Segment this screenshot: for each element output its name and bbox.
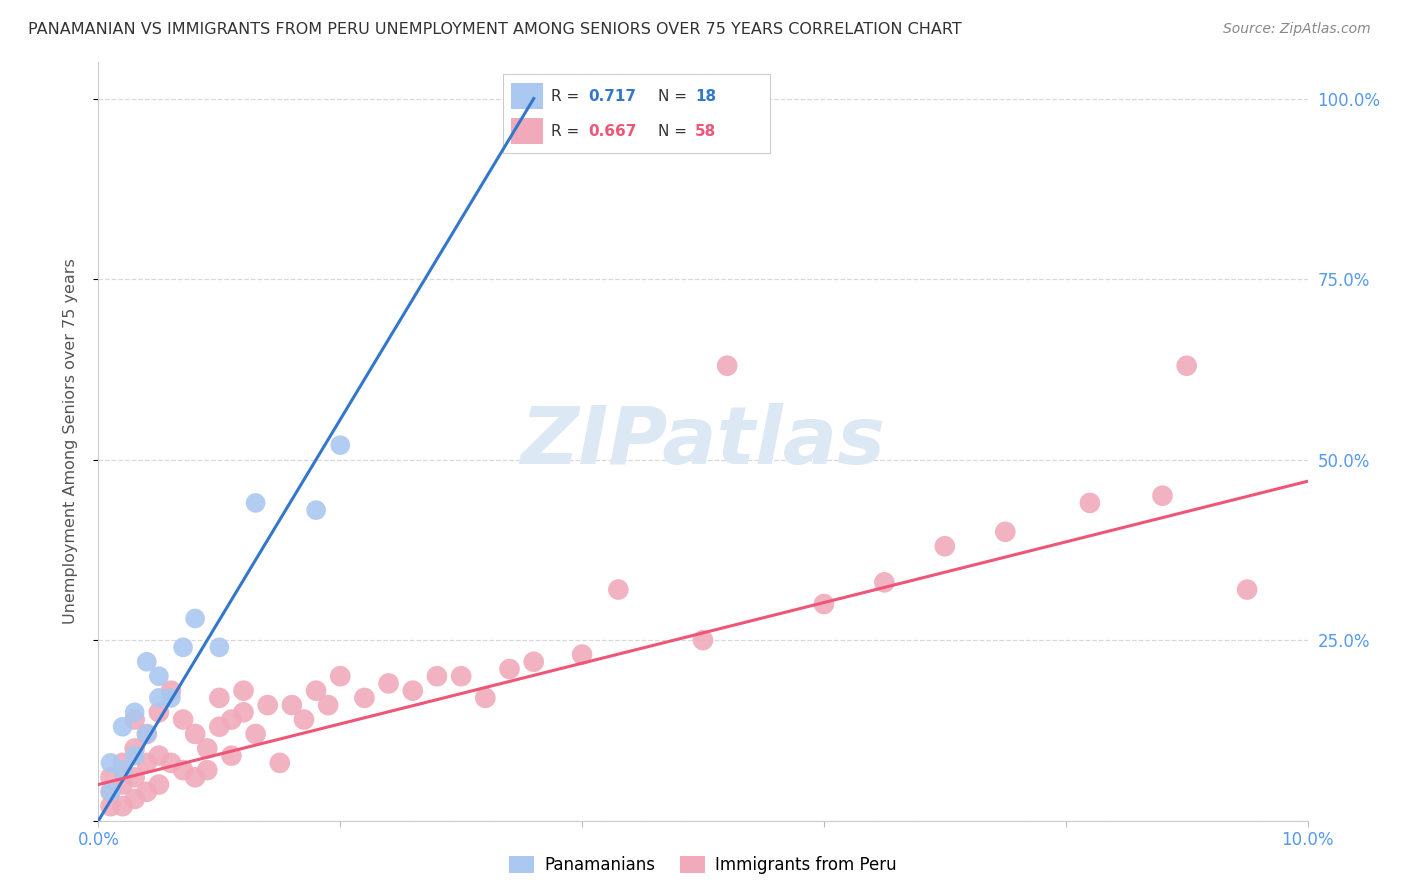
Point bbox=[474, 690, 496, 705]
Point bbox=[124, 741, 146, 756]
Point bbox=[124, 792, 146, 806]
Point bbox=[135, 727, 157, 741]
Point bbox=[100, 799, 122, 814]
Point bbox=[135, 756, 157, 770]
Point bbox=[195, 741, 218, 756]
Point bbox=[305, 683, 328, 698]
Point bbox=[1078, 496, 1101, 510]
Point bbox=[124, 770, 146, 784]
Point bbox=[135, 655, 157, 669]
Point bbox=[426, 669, 449, 683]
Point bbox=[100, 785, 122, 799]
Point bbox=[692, 633, 714, 648]
Point bbox=[100, 785, 122, 799]
Point bbox=[148, 706, 170, 720]
Point bbox=[208, 720, 231, 734]
Point bbox=[160, 756, 183, 770]
Point bbox=[160, 690, 183, 705]
Point bbox=[232, 683, 254, 698]
Point bbox=[232, 706, 254, 720]
Point bbox=[111, 720, 134, 734]
Point bbox=[208, 640, 231, 655]
Point bbox=[184, 727, 207, 741]
Point bbox=[111, 799, 134, 814]
Point bbox=[256, 698, 278, 712]
Point bbox=[148, 690, 170, 705]
Point bbox=[184, 770, 207, 784]
Point bbox=[377, 676, 399, 690]
Point bbox=[1175, 359, 1198, 373]
Point bbox=[716, 359, 738, 373]
Point bbox=[1236, 582, 1258, 597]
Point bbox=[124, 748, 146, 763]
Point bbox=[221, 713, 243, 727]
Point bbox=[329, 438, 352, 452]
Point bbox=[221, 748, 243, 763]
Point bbox=[111, 756, 134, 770]
Point bbox=[208, 690, 231, 705]
Point bbox=[100, 756, 122, 770]
Y-axis label: Unemployment Among Seniors over 75 years: Unemployment Among Seniors over 75 years bbox=[63, 259, 77, 624]
Point bbox=[353, 690, 375, 705]
Point bbox=[994, 524, 1017, 539]
Point bbox=[100, 770, 122, 784]
Point bbox=[316, 698, 339, 712]
Point bbox=[111, 763, 134, 777]
Point bbox=[402, 683, 425, 698]
Point bbox=[160, 683, 183, 698]
Point bbox=[607, 582, 630, 597]
Point bbox=[813, 597, 835, 611]
Point bbox=[498, 662, 520, 676]
Point bbox=[523, 91, 546, 105]
Point bbox=[1152, 489, 1174, 503]
Point bbox=[148, 748, 170, 763]
Point bbox=[172, 763, 194, 777]
Point bbox=[172, 713, 194, 727]
Point bbox=[934, 539, 956, 553]
Legend: Panamanians, Immigrants from Peru: Panamanians, Immigrants from Peru bbox=[502, 849, 904, 880]
Point bbox=[135, 727, 157, 741]
Point bbox=[571, 648, 593, 662]
Text: ZIPatlas: ZIPatlas bbox=[520, 402, 886, 481]
Point bbox=[124, 706, 146, 720]
Point bbox=[523, 655, 546, 669]
Point bbox=[281, 698, 304, 712]
Text: Source: ZipAtlas.com: Source: ZipAtlas.com bbox=[1223, 22, 1371, 37]
Point bbox=[148, 778, 170, 792]
Point bbox=[305, 503, 328, 517]
Point bbox=[195, 763, 218, 777]
Point bbox=[873, 575, 896, 590]
Point bbox=[245, 496, 267, 510]
Point bbox=[135, 785, 157, 799]
Point bbox=[184, 611, 207, 625]
Point bbox=[172, 640, 194, 655]
Point bbox=[450, 669, 472, 683]
Point bbox=[329, 669, 352, 683]
Point bbox=[111, 778, 134, 792]
Point bbox=[292, 713, 315, 727]
Point bbox=[245, 727, 267, 741]
Point bbox=[124, 713, 146, 727]
Point bbox=[269, 756, 291, 770]
Text: PANAMANIAN VS IMMIGRANTS FROM PERU UNEMPLOYMENT AMONG SENIORS OVER 75 YEARS CORR: PANAMANIAN VS IMMIGRANTS FROM PERU UNEMP… bbox=[28, 22, 962, 37]
Point bbox=[148, 669, 170, 683]
